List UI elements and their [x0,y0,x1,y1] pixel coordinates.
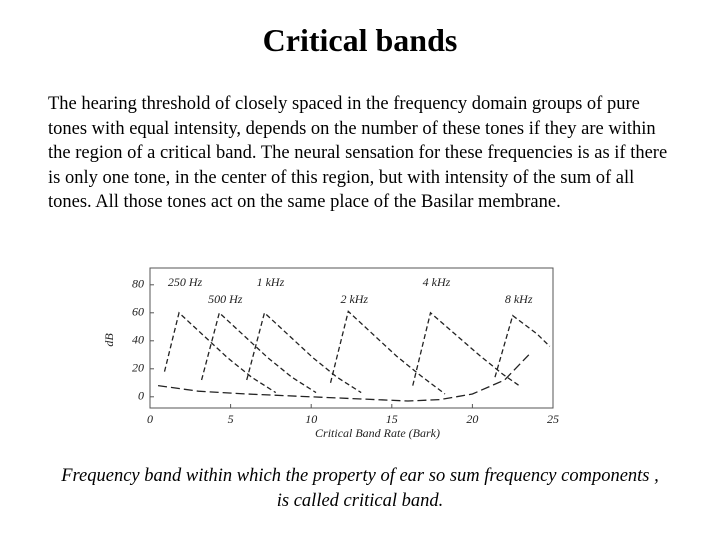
x-tick-label: 25 [547,412,559,426]
curve [246,311,362,394]
y-tick-label: 20 [132,361,144,375]
curve [329,310,446,395]
series-label: 500 Hz [208,292,243,306]
curve [412,311,520,387]
x-tick-label: 20 [466,412,478,426]
caption: Frequency band within which the property… [61,466,659,511]
y-tick-label: 60 [132,305,144,319]
x-tick-label: 10 [305,412,317,426]
x-tick-label: 0 [147,412,153,426]
x-tick-label: 5 [228,412,234,426]
series-label: 2 kHz [340,292,368,306]
y-tick-label: 40 [132,333,144,347]
paragraph: The hearing threshold of closely spaced … [48,94,668,212]
curve [157,354,530,402]
series-label: 250 Hz [168,275,203,289]
series-label: 4 kHz [423,275,451,289]
curve [163,311,277,394]
x-tick-label: 15 [386,412,398,426]
curve [494,314,551,378]
chart: Critical Band Rate (Bark) dB 0 5 10 15 20 250… [102,267,559,440]
plot-frame [149,267,554,409]
title: Critical bands [262,22,458,58]
y-tick-label: 0 [138,389,144,403]
series-label: 1 kHz [257,275,285,289]
y-tick-label: 80 [132,277,144,291]
curve [200,311,317,394]
x-axis-label: Critical Band Rate (Bark) [315,426,440,440]
series-label: 8 kHz [505,292,533,306]
y-axis-label: dB [102,333,116,347]
